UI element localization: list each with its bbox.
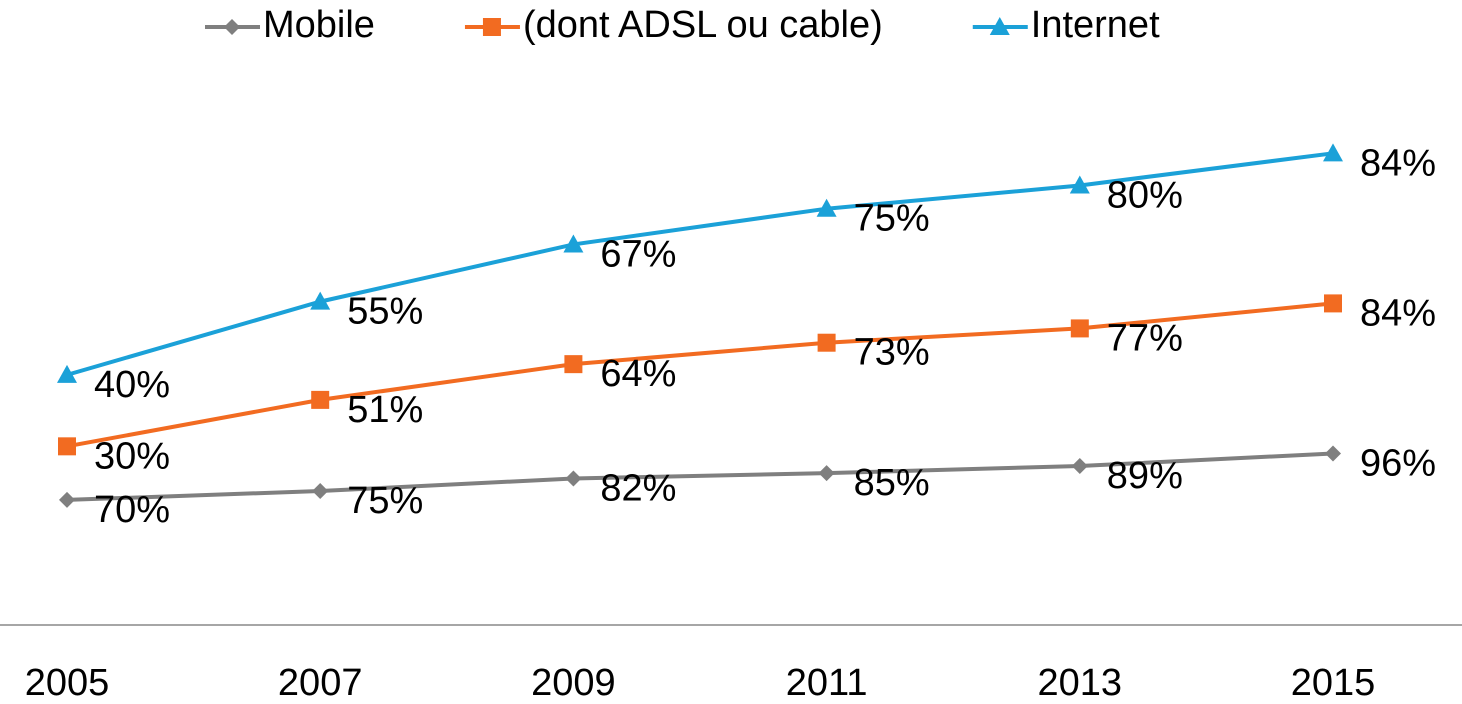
legend-label: Internet [1031,4,1160,46]
marker [312,483,329,499]
data-label: 80% [1107,175,1183,217]
marker [1071,457,1088,474]
marker [311,390,330,409]
data-label: 89% [1107,455,1183,497]
marker [310,291,331,310]
x-tick-label: 2013 [1038,662,1123,704]
marker [816,198,837,217]
data-label: 70% [94,489,170,531]
marker [59,491,75,508]
marker [564,355,583,374]
data-label: 82% [600,468,676,510]
data-label: 77% [1107,317,1183,359]
series-line [66,301,1334,449]
data-label: 96% [1360,443,1436,485]
legend-label: (dont ADSL ou cable) [523,4,883,46]
marker [224,19,240,35]
data-label: 55% [347,291,423,333]
marker [482,18,501,36]
data-label: 75% [854,198,930,240]
series-line [66,151,1334,377]
marker [57,364,77,383]
marker [817,333,836,352]
data-label: 84% [1360,292,1436,334]
data-label: 30% [94,435,170,477]
data-label: 85% [854,462,930,504]
marker [1324,294,1342,313]
x-tick-label: 2007 [278,662,363,704]
data-label: 40% [94,364,170,406]
marker [1325,445,1341,462]
x-tick-label: 2015 [1291,662,1376,704]
marker [58,437,76,456]
marker [1323,143,1343,162]
data-label: 75% [347,480,423,522]
series-line [66,451,1334,502]
data-label: 73% [854,332,930,374]
x-tick-label: 2011 [786,662,868,704]
x-tick-label: 2005 [25,662,110,704]
legend-label: Mobile [263,4,375,46]
data-label: 64% [600,353,676,395]
marker [1069,175,1090,194]
marker [989,17,1010,35]
marker [1070,319,1089,338]
data-label: 51% [347,389,423,431]
marker [565,470,582,487]
data-label: 84% [1360,142,1436,184]
data-label: 67% [600,233,676,275]
x-tick-label: 2009 [531,662,616,704]
marker [818,465,835,482]
marker [563,234,584,253]
